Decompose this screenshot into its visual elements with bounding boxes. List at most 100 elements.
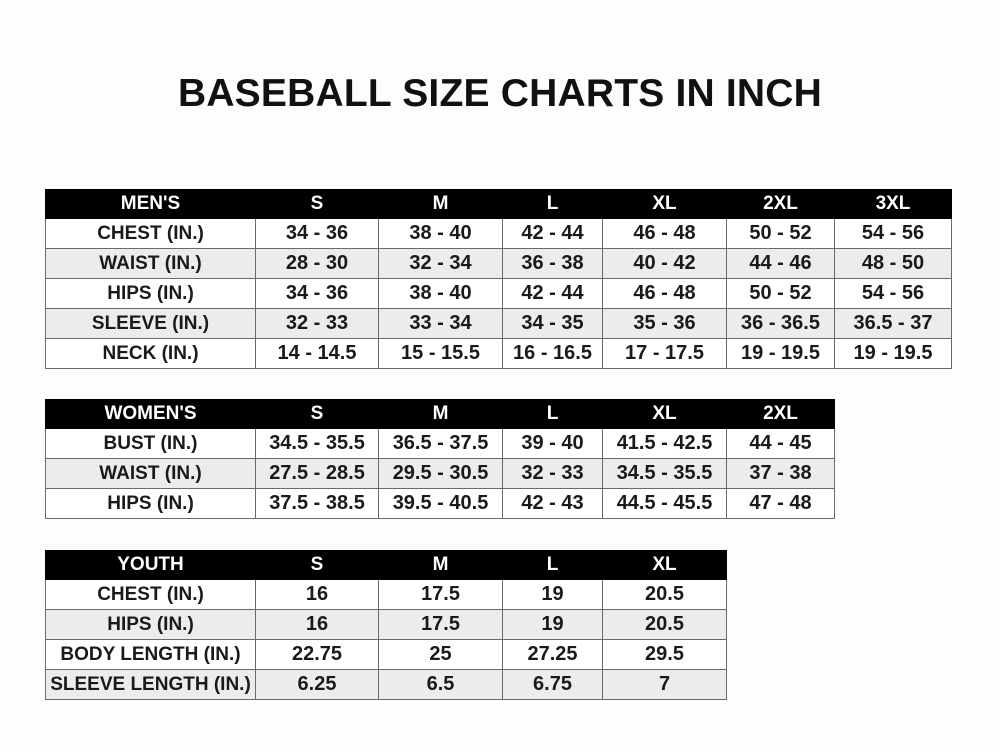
size-value: 34 - 36 (255, 218, 379, 249)
size-value: 16 (255, 579, 379, 610)
size-value: 42 - 44 (502, 278, 603, 309)
measurement-label: HIPS (IN.) (45, 609, 256, 640)
measurement-label: CHEST (IN.) (45, 218, 256, 249)
category-header: YOUTH (45, 550, 256, 580)
size-value: 37.5 - 38.5 (255, 488, 379, 519)
size-value: 39.5 - 40.5 (378, 488, 503, 519)
size-value: 14 - 14.5 (255, 338, 379, 369)
table-row: HIPS (IN.) 37.5 - 38.5 39.5 - 40.5 42 - 43 4… (45, 488, 835, 519)
size-value: 36.5 - 37.5 (378, 428, 503, 459)
size-value: 32 - 34 (378, 248, 503, 279)
size-value: 39 - 40 (502, 428, 603, 459)
size-value: 44 - 46 (726, 248, 835, 279)
size-value: 19 (502, 579, 603, 610)
size-value: 34.5 - 35.5 (255, 428, 379, 459)
measurement-label: NECK (IN.) (45, 338, 256, 369)
measurement-label: SLEEVE LENGTH (IN.) (45, 669, 256, 700)
size-value: 25 (378, 639, 503, 670)
size-value: 27.5 - 28.5 (255, 458, 379, 489)
table-row: CHEST (IN.) 16 17.5 19 20.5 (45, 579, 727, 610)
size-value: 32 - 33 (502, 458, 603, 489)
table-row: SLEEVE LENGTH (IN.) 6.25 6.5 6.75 7 (45, 669, 727, 700)
size-value: 34.5 - 35.5 (602, 458, 727, 489)
size-value: 15 - 15.5 (378, 338, 503, 369)
mens-size-table: MEN'S S M L XL 2XL 3XL CHEST (IN.) 34 - 36 38 - 4… (45, 189, 952, 369)
size-header: S (255, 399, 379, 429)
size-value: 41.5 - 42.5 (602, 428, 727, 459)
size-value: 33 - 34 (378, 308, 503, 339)
size-value: 50 - 52 (726, 278, 835, 309)
size-value: 36.5 - 37 (834, 308, 952, 339)
size-header: 2XL (726, 399, 835, 429)
table-row: HIPS (IN.) 16 17.5 19 20.5 (45, 609, 727, 640)
measurement-label: WAIST (IN.) (45, 248, 256, 279)
size-header: XL (602, 399, 727, 429)
measurement-label: WAIST (IN.) (45, 458, 256, 489)
size-value: 42 - 43 (502, 488, 603, 519)
size-value: 16 - 16.5 (502, 338, 603, 369)
size-value: 54 - 56 (834, 218, 952, 249)
size-value: 17.5 (378, 609, 503, 640)
size-header: M (378, 399, 503, 429)
size-value: 16 (255, 609, 379, 640)
header-row: YOUTH S M L XL (45, 550, 727, 580)
size-value: 6.5 (378, 669, 503, 700)
size-value: 7 (602, 669, 727, 700)
size-value: 47 - 48 (726, 488, 835, 519)
size-header: L (502, 550, 603, 580)
size-header: L (502, 189, 603, 219)
table-row: WAIST (IN.) 28 - 30 32 - 34 36 - 38 40 - 42 4… (45, 248, 952, 279)
size-header: L (502, 399, 603, 429)
size-value: 36 - 38 (502, 248, 603, 279)
header-row: WOMEN'S S M L XL 2XL (45, 399, 835, 429)
size-value: 44 - 45 (726, 428, 835, 459)
size-value: 40 - 42 (602, 248, 727, 279)
measurement-label: BUST (IN.) (45, 428, 256, 459)
size-value: 37 - 38 (726, 458, 835, 489)
table-row: BUST (IN.) 34.5 - 35.5 36.5 - 37.5 39 - 40 4… (45, 428, 835, 459)
size-value: 32 - 33 (255, 308, 379, 339)
size-value: 27.25 (502, 639, 603, 670)
header-row: MEN'S S M L XL 2XL 3XL (45, 189, 952, 219)
measurement-label: HIPS (IN.) (45, 488, 256, 519)
size-header: M (378, 189, 503, 219)
measurement-label: BODY LENGTH (IN.) (45, 639, 256, 670)
size-value: 19 - 19.5 (834, 338, 952, 369)
size-header: XL (602, 189, 727, 219)
measurement-label: SLEEVE (IN.) (45, 308, 256, 339)
size-value: 38 - 40 (378, 218, 503, 249)
table-row: BODY LENGTH (IN.) 22.75 25 27.25 29.5 (45, 639, 727, 670)
size-value: 19 (502, 609, 603, 640)
size-value: 35 - 36 (602, 308, 727, 339)
youth-size-table: YOUTH S M L XL CHEST (IN.) 16 17.5 19 20.5 HIPS (I… (45, 550, 727, 700)
size-value: 42 - 44 (502, 218, 603, 249)
size-value: 36 - 36.5 (726, 308, 835, 339)
table-row: CHEST (IN.) 34 - 36 38 - 40 42 - 44 46 - 48 5… (45, 218, 952, 249)
table-row: SLEEVE (IN.) 32 - 33 33 - 34 34 - 35 35 - 36… (45, 308, 952, 339)
size-header: 2XL (726, 189, 835, 219)
size-value: 44.5 - 45.5 (602, 488, 727, 519)
size-value: 17 - 17.5 (602, 338, 727, 369)
measurement-label: HIPS (IN.) (45, 278, 256, 309)
size-header: M (378, 550, 503, 580)
size-value: 6.25 (255, 669, 379, 700)
size-value: 34 - 35 (502, 308, 603, 339)
table-row: WAIST (IN.) 27.5 - 28.5 29.5 - 30.5 32 - 33… (45, 458, 835, 489)
category-header: WOMEN'S (45, 399, 256, 429)
table-row: NECK (IN.) 14 - 14.5 15 - 15.5 16 - 16.5 17 … (45, 338, 952, 369)
size-value: 28 - 30 (255, 248, 379, 279)
size-header: S (255, 550, 379, 580)
size-value: 38 - 40 (378, 278, 503, 309)
womens-size-table: WOMEN'S S M L XL 2XL BUST (IN.) 34.5 - 35.5 36.5… (45, 399, 835, 519)
size-value: 48 - 50 (834, 248, 952, 279)
size-header: S (255, 189, 379, 219)
size-value: 29.5 - 30.5 (378, 458, 503, 489)
table-row: HIPS (IN.) 34 - 36 38 - 40 42 - 44 46 - 48 50… (45, 278, 952, 309)
category-header: MEN'S (45, 189, 256, 219)
size-value: 17.5 (378, 579, 503, 610)
size-value: 20.5 (602, 609, 727, 640)
measurement-label: CHEST (IN.) (45, 579, 256, 610)
size-value: 6.75 (502, 669, 603, 700)
size-header: 3XL (834, 189, 952, 219)
size-value: 29.5 (602, 639, 727, 670)
